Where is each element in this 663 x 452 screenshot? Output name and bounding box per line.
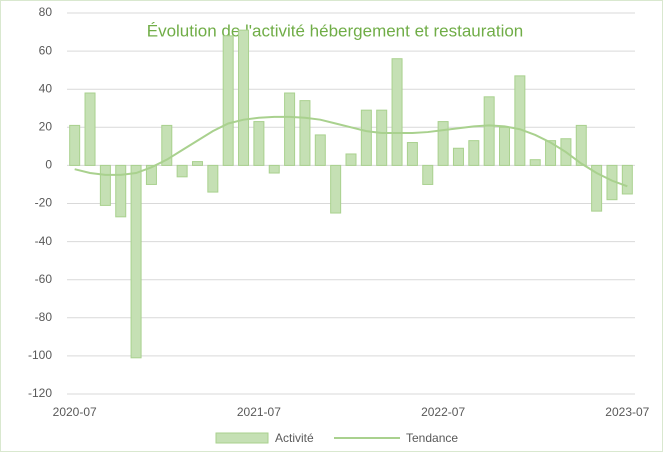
bar xyxy=(575,124,587,166)
bar xyxy=(514,75,526,166)
bar xyxy=(176,164,188,178)
x-tick-label: 2022-07 xyxy=(421,405,465,419)
bar xyxy=(376,109,388,166)
bar xyxy=(130,164,142,359)
bar xyxy=(268,164,280,174)
bar xyxy=(345,153,357,166)
y-tick-label: -40 xyxy=(35,234,53,248)
bar xyxy=(207,164,219,193)
bar xyxy=(452,147,464,166)
bar xyxy=(529,159,541,166)
bar xyxy=(422,164,434,185)
bar xyxy=(437,121,449,166)
bar xyxy=(84,92,96,166)
bar xyxy=(191,161,203,166)
y-tick-label: -60 xyxy=(35,272,53,286)
y-tick-label: 40 xyxy=(39,81,53,95)
bar xyxy=(591,164,603,212)
bar xyxy=(222,35,234,166)
legend-label: Tendance xyxy=(406,431,458,445)
bar xyxy=(545,140,557,166)
bar xyxy=(360,109,372,166)
bar xyxy=(621,164,633,195)
bar xyxy=(115,164,127,218)
legend-swatch xyxy=(215,432,269,444)
x-tick-label: 2020-07 xyxy=(53,405,97,419)
bar xyxy=(299,100,311,166)
bar xyxy=(499,126,511,166)
trend-line xyxy=(74,115,628,188)
bar xyxy=(69,124,81,166)
bar xyxy=(99,164,111,206)
bar xyxy=(314,134,326,166)
bar xyxy=(406,142,418,166)
bar xyxy=(253,121,265,166)
bar xyxy=(483,96,495,166)
y-tick-label: -120 xyxy=(28,386,52,400)
y-tick-label: 80 xyxy=(39,5,53,19)
y-tick-label: -80 xyxy=(35,310,53,324)
x-tick-label: 2023-07 xyxy=(605,405,649,419)
legend-label: Activité xyxy=(275,431,314,445)
chart-title: Évolution de l'activité hébergement et r… xyxy=(147,21,524,40)
y-tick-label: -100 xyxy=(28,348,52,362)
bar xyxy=(391,58,403,166)
y-tick-label: 60 xyxy=(39,43,53,57)
y-tick-label: 20 xyxy=(39,119,53,133)
x-tick-label: 2021-07 xyxy=(237,405,281,419)
bar xyxy=(468,140,480,166)
bar xyxy=(145,164,157,185)
bar xyxy=(238,29,250,166)
bar xyxy=(330,164,342,214)
bar xyxy=(161,124,173,166)
y-tick-label: -20 xyxy=(35,196,53,210)
y-tick-label: 0 xyxy=(45,158,52,172)
bar xyxy=(284,92,296,166)
